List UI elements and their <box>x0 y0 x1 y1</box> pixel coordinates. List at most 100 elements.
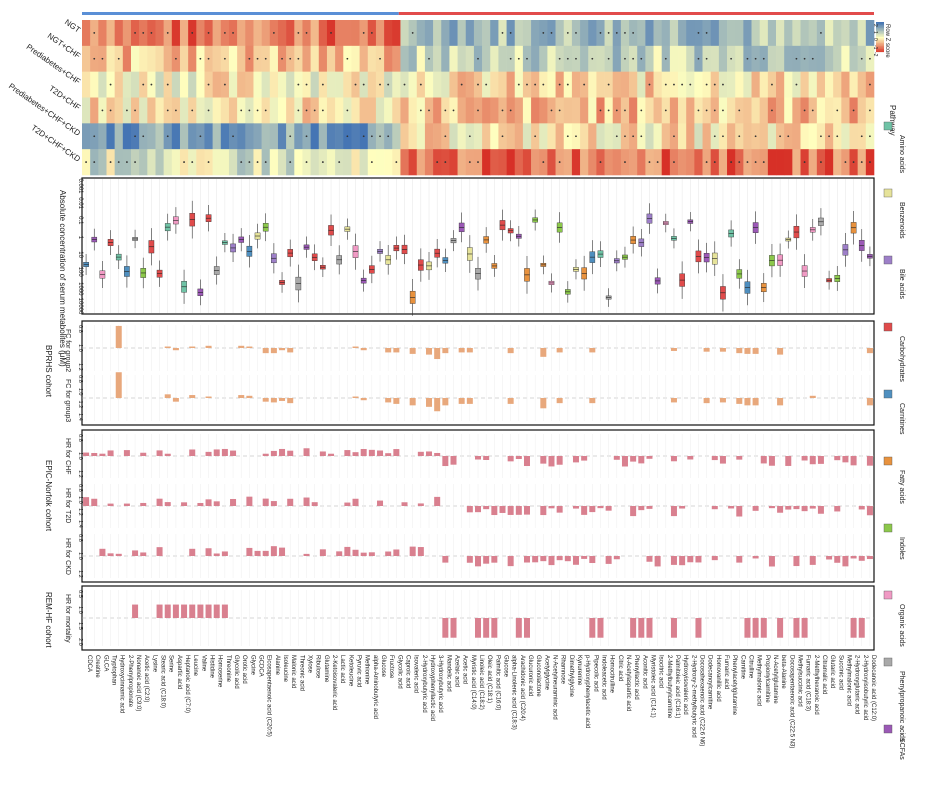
bar <box>834 556 841 563</box>
bar <box>785 456 792 466</box>
bar <box>548 556 555 566</box>
heatmap-cell <box>776 71 785 98</box>
metabolite-label: p-Hydroxyphenylacetic acid <box>584 655 590 728</box>
bar <box>442 348 449 354</box>
heatmap-cell <box>849 123 858 150</box>
significance-dot <box>599 161 602 163</box>
heatmap-cell <box>629 97 638 124</box>
heatmap-cell <box>539 123 548 150</box>
bar <box>556 456 563 465</box>
bar <box>181 604 188 618</box>
heatmap-cell <box>571 71 581 98</box>
significance-dot <box>607 57 610 60</box>
bar <box>442 556 449 563</box>
heatmap-cell <box>800 123 809 150</box>
heatmap-cell <box>612 45 622 72</box>
bar <box>156 450 163 456</box>
colorbar-segment <box>876 44 884 47</box>
bar <box>393 348 400 353</box>
boxplot-tick: 0.01 <box>77 197 83 209</box>
bar <box>91 498 98 506</box>
metabolite-label: Succinic acid <box>837 655 843 690</box>
significance-dot <box>305 135 308 138</box>
heatmap-cell <box>751 20 760 47</box>
bar <box>270 450 277 456</box>
significance-dot <box>860 161 863 163</box>
bar <box>189 449 196 456</box>
bar <box>589 398 596 404</box>
significance-dot <box>395 161 398 163</box>
significance-dot <box>166 83 169 86</box>
significance-dot <box>713 161 716 163</box>
bar <box>246 496 253 506</box>
bar <box>417 451 424 456</box>
significance-dot <box>379 57 381 60</box>
heatmap-cell <box>171 20 181 47</box>
heatmap-cell <box>857 97 867 124</box>
heatmap-cell <box>678 149 687 176</box>
heatmap-cell <box>588 149 597 176</box>
significance-dot <box>134 161 136 163</box>
heatmap-cell <box>261 123 271 150</box>
significance-dot <box>264 57 267 60</box>
heatmap-cell <box>808 20 818 47</box>
heatmap-cell <box>318 45 328 72</box>
significance-dot <box>689 83 692 86</box>
bar <box>752 618 759 638</box>
significance-dot <box>362 32 365 34</box>
heatmap-cell <box>212 71 222 98</box>
heatmap-cell <box>220 149 230 176</box>
bar <box>401 502 408 506</box>
bar <box>417 503 424 506</box>
bar <box>360 398 367 401</box>
bar <box>262 348 269 354</box>
heatmap-cell <box>825 149 834 176</box>
heatmap-cell <box>367 97 377 124</box>
bar <box>287 450 294 456</box>
heatmap-cell <box>751 97 760 124</box>
metabolite-label: Caproic acid <box>405 655 411 688</box>
bar <box>507 456 514 462</box>
heatmap-cell <box>759 71 769 98</box>
boxplot-tick: 10000 <box>77 298 83 315</box>
heatmap-cell <box>767 45 777 72</box>
metabolite-label: N-Acetylglutamine <box>772 655 778 704</box>
heatmap-cell <box>465 45 475 72</box>
heatmap-cell <box>825 71 834 98</box>
panel-tick: 1.4 <box>77 520 83 528</box>
heatmap-cell <box>310 123 320 150</box>
bar <box>834 456 841 461</box>
bar <box>491 506 498 516</box>
bar <box>556 348 563 353</box>
significance-dot <box>174 57 177 60</box>
heatmap-cell <box>286 97 295 124</box>
heatmap-cell <box>392 71 401 98</box>
heatmap-cell <box>694 71 703 98</box>
heatmap-cell <box>743 71 752 98</box>
metabolite-label: Gluconolactone <box>535 655 541 697</box>
panel-label: FC for group2 <box>64 329 71 372</box>
significance-dot <box>207 161 210 163</box>
bar <box>181 502 188 506</box>
heatmap-cell <box>604 149 614 176</box>
bar <box>866 398 873 406</box>
bar <box>483 456 490 460</box>
significance-dot <box>591 57 594 60</box>
heatmap-cell <box>147 45 156 72</box>
metabolite-label: 2-Hydroxybutyric acid <box>421 655 427 713</box>
heatmap-cell <box>400 149 409 176</box>
bar <box>499 506 506 513</box>
bar <box>115 553 122 556</box>
significance-dot <box>191 32 194 34</box>
metabolite-label: Propionylcarnitine <box>764 655 770 703</box>
significance-dot <box>722 109 724 112</box>
heatmap-cell <box>245 123 254 150</box>
significance-dot <box>526 57 528 60</box>
significance-dot <box>240 109 243 112</box>
bar <box>221 448 228 456</box>
colorbar-segment <box>876 37 884 39</box>
bar <box>156 604 163 618</box>
heatmap-cell <box>82 20 91 47</box>
bar <box>205 604 212 618</box>
heatmap-cell <box>678 45 687 72</box>
